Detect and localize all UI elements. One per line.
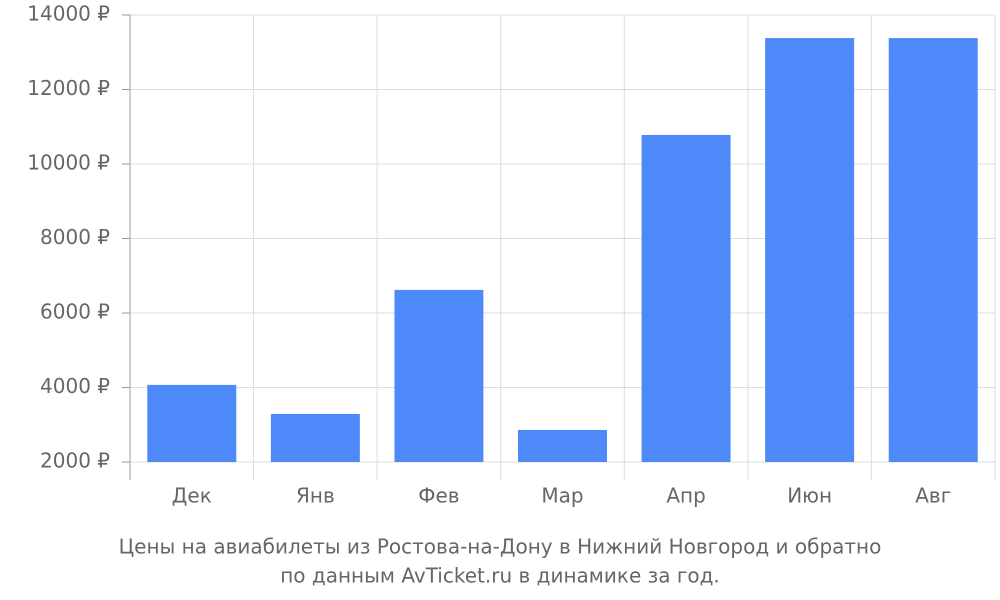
x-tick-label: Фев bbox=[418, 484, 459, 508]
y-tick-label: 6000 ₽ bbox=[40, 300, 110, 324]
y-tick-label: 14000 ₽ bbox=[27, 2, 110, 26]
y-tick-label: 10000 ₽ bbox=[27, 151, 110, 175]
x-tick-label: Апр bbox=[666, 484, 705, 508]
x-tick-label: Июн bbox=[787, 484, 832, 508]
x-tick-label: Авг bbox=[915, 484, 951, 508]
bar bbox=[641, 134, 731, 462]
bar bbox=[394, 289, 484, 462]
bar bbox=[147, 384, 237, 462]
x-tick-label: Янв bbox=[296, 484, 335, 508]
y-tick-label: 4000 ₽ bbox=[40, 374, 110, 398]
bar bbox=[270, 413, 360, 462]
x-tick-label: Мар bbox=[541, 484, 583, 508]
bar bbox=[888, 38, 978, 462]
bar bbox=[518, 429, 607, 462]
y-tick-label: 8000 ₽ bbox=[40, 225, 110, 249]
y-tick-label: 2000 ₽ bbox=[40, 449, 110, 473]
bar bbox=[765, 38, 855, 462]
x-tick-label: Дек bbox=[172, 484, 212, 508]
chart-title: по данным AvTicket.ru в динамике за год. bbox=[280, 564, 720, 588]
chart-title: Цены на авиабилеты из Ростова-на-Дону в … bbox=[119, 535, 882, 559]
y-tick-label: 12000 ₽ bbox=[27, 76, 110, 100]
